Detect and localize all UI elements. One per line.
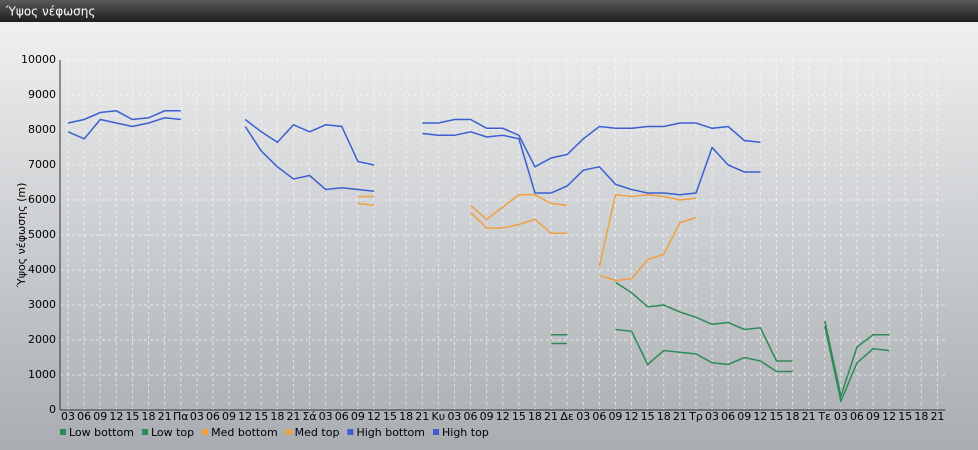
x-tick-label: 03 xyxy=(834,410,848,423)
y-tick-label: 4000 xyxy=(28,263,56,276)
y-tick-label: 7000 xyxy=(28,158,56,171)
x-tick-label: 09 xyxy=(93,410,107,423)
x-tick-label: 15 xyxy=(512,410,526,423)
x-tick-label: 09 xyxy=(222,410,236,423)
legend-label: Med bottom xyxy=(211,426,278,439)
x-tick-label: 21 xyxy=(544,410,558,423)
x-tick-label: 06 xyxy=(592,410,606,423)
x-tick-label: 06 xyxy=(850,410,864,423)
legend-swatch xyxy=(141,429,148,435)
series-line xyxy=(357,202,697,282)
x-tick-label: 03 xyxy=(319,410,333,423)
x-tick-label: 21 xyxy=(673,410,687,423)
x-tick-label: 15 xyxy=(898,410,912,423)
y-tick-label: 6000 xyxy=(28,193,56,206)
legend-swatch xyxy=(347,429,354,435)
legend-swatch xyxy=(202,429,209,435)
title-bar xyxy=(0,0,978,22)
legend-label: High bottom xyxy=(356,426,425,439)
window-title: Ύψος νέφωσης xyxy=(5,5,95,19)
x-tick-label: 09 xyxy=(737,410,751,423)
x-tick-label: 18 xyxy=(142,410,156,423)
x-tick-label: 21 xyxy=(158,410,172,423)
y-tick-label: 1000 xyxy=(28,368,56,381)
x-tick-label: 03 xyxy=(705,410,719,423)
series-line xyxy=(551,281,890,399)
x-tick-label: 12 xyxy=(496,410,510,423)
x-tick-label: 06 xyxy=(721,410,735,423)
x-tick-label: 12 xyxy=(753,410,767,423)
x-tick-label: 06 xyxy=(206,410,220,423)
series-line xyxy=(67,110,761,168)
y-tick-label: 5000 xyxy=(28,228,56,241)
legend-label: Low bottom xyxy=(69,426,134,439)
x-tick-label: 15 xyxy=(254,410,268,423)
legend-swatch xyxy=(285,429,292,435)
y-tick-label: 3000 xyxy=(28,298,56,311)
x-tick-label: 03 xyxy=(447,410,461,423)
y-tick-label: 9000 xyxy=(28,88,56,101)
x-tick-label: Σά xyxy=(302,410,316,423)
y-axis-label: Ύψος νέφωσης (m) xyxy=(15,183,28,289)
x-tick-label: 15 xyxy=(769,410,783,423)
legend-label: Low top xyxy=(151,426,194,439)
x-tick-label: Κυ xyxy=(432,410,446,423)
x-tick-label: 09 xyxy=(480,410,494,423)
x-tick-label: 12 xyxy=(109,410,123,423)
x-tick-label: Τρ xyxy=(688,410,703,423)
series-line xyxy=(551,325,890,404)
x-tick-label: 21 xyxy=(286,410,300,423)
x-tick-label: 18 xyxy=(399,410,413,423)
x-tick-label: 12 xyxy=(367,410,381,423)
x-tick-label: 03 xyxy=(190,410,204,423)
series-line xyxy=(357,193,697,267)
y-tick-label: 10000 xyxy=(21,53,56,66)
x-tick-label: 06 xyxy=(464,410,478,423)
x-tick-label: 09 xyxy=(866,410,880,423)
x-tick-label: 18 xyxy=(528,410,542,423)
x-tick-label: 18 xyxy=(914,410,928,423)
y-tick-label: 0 xyxy=(49,403,56,416)
x-tick-label: 18 xyxy=(786,410,800,423)
x-tick-label: 03 xyxy=(61,410,75,423)
x-tick-label: Τε xyxy=(817,410,831,423)
x-tick-label: 21 xyxy=(415,410,429,423)
x-tick-label: 06 xyxy=(335,410,349,423)
x-tick-label: 12 xyxy=(882,410,896,423)
x-tick-label: 15 xyxy=(641,410,655,423)
legend-swatch xyxy=(433,429,439,435)
x-tick-label: 18 xyxy=(657,410,671,423)
x-tick-label: 21 xyxy=(930,410,944,423)
x-tick-label: 09 xyxy=(608,410,622,423)
x-tick-label: 06 xyxy=(77,410,91,423)
x-tick-label: 12 xyxy=(625,410,639,423)
x-tick-label: 12 xyxy=(238,410,252,423)
x-tick-label: 03 xyxy=(576,410,590,423)
x-tick-label: 15 xyxy=(125,410,139,423)
legend-swatch xyxy=(60,429,66,435)
x-tick-label: Δε xyxy=(560,410,574,423)
legend-label: Med top xyxy=(295,426,340,439)
x-tick-label: 18 xyxy=(270,410,284,423)
x-tick-label: Πα xyxy=(173,410,189,423)
series-line xyxy=(67,117,761,196)
y-tick-label: 8000 xyxy=(28,123,56,136)
x-tick-label: 15 xyxy=(383,410,397,423)
legend-label: High top xyxy=(442,426,489,439)
x-tick-label: 09 xyxy=(351,410,365,423)
x-tick-label: 21 xyxy=(802,410,816,423)
y-tick-label: 2000 xyxy=(28,333,56,346)
